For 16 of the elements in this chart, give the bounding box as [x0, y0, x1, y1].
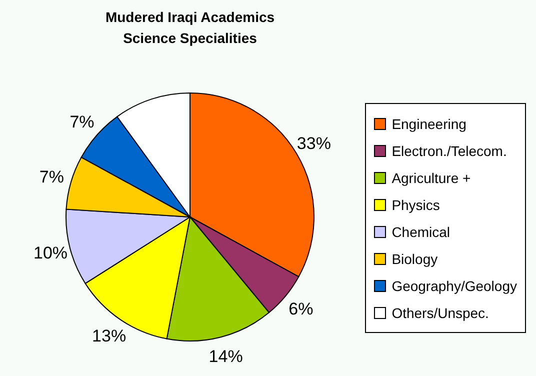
legend-label: Electron./Telecom.	[392, 142, 507, 158]
data-label: 7%	[70, 112, 94, 132]
data-label: 6%	[288, 299, 314, 318]
legend-label: Others/Unspec.	[392, 304, 489, 320]
data-label: 14%	[208, 346, 243, 366]
data-label: 13%	[92, 326, 126, 346]
legend-label: Agriculture +	[392, 170, 471, 186]
legend-label: Physics	[392, 196, 440, 212]
data-label: 10%	[34, 243, 68, 262]
legend-label: Chemical	[392, 224, 450, 240]
chart-title: Mudered Iraqi Academics Science Specialities	[105, 9, 275, 46]
legend-label: Biology	[392, 250, 438, 266]
legend-label: Engineering	[392, 116, 466, 132]
data-label: 33%	[296, 134, 331, 154]
legend-label: Geography/Geology	[392, 278, 517, 294]
data-label: 7%	[39, 167, 64, 186]
